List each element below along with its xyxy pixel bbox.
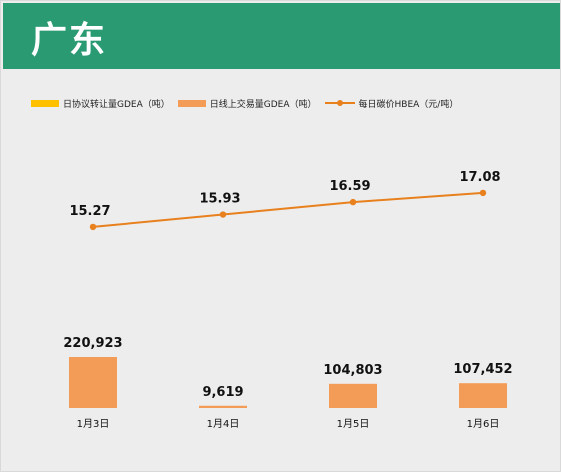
- price-value-label-2: 15.93: [199, 192, 240, 207]
- category-label-4: 1月6日: [467, 418, 500, 430]
- chart-legend: 日协议转让量GDEA（吨） 日线上交易量GDEA（吨） 每日碳价HBEA（元/吨…: [31, 95, 466, 111]
- bar-value-label-2: 9,619: [202, 385, 243, 400]
- bar-value-label-1: 220,923: [63, 336, 122, 351]
- legend-label-online: 日线上交易量GDEA（吨）: [209, 99, 317, 110]
- category-label-2: 1月4日: [207, 418, 240, 430]
- bar-value-label-4: 107,452: [453, 362, 512, 377]
- legend-swatch-price: [324, 99, 355, 107]
- price-point-1: [89, 223, 97, 231]
- legend-swatch-online: [177, 99, 206, 107]
- price-point-4: [479, 189, 487, 197]
- category-label-1: 1月3日: [77, 418, 110, 430]
- price-value-label-1: 15.27: [69, 204, 110, 219]
- price-point-3: [349, 198, 357, 206]
- legend-item-price: 每日碳价HBEA（元/吨）: [324, 97, 459, 110]
- price-line: [92, 191, 484, 228]
- bar-online-2: [199, 405, 247, 408]
- legend-label-agreement: 日协议转让量GDEA（吨）: [63, 99, 170, 110]
- legend-swatch-agreement: [31, 99, 59, 107]
- legend-item-online: 日线上交易量GDEA（吨）: [177, 97, 317, 110]
- legend-label-price: 每日碳价HBEA（元/吨）: [358, 99, 459, 110]
- page-title: 广东: [31, 20, 108, 61]
- price-point-2: [219, 211, 227, 218]
- bar-online-1: [69, 357, 117, 408]
- bar-value-label-3: 104,803: [323, 363, 382, 378]
- header-banner: 广东: [3, 3, 560, 69]
- category-label-3: 1月5日: [337, 418, 370, 430]
- legend-item-agreement: 日协议转让量GDEA（吨）: [31, 97, 170, 110]
- bar-online-3: [329, 383, 377, 408]
- price-value-label-3: 16.59: [329, 179, 370, 194]
- price-value-label-4: 17.08: [459, 170, 500, 185]
- bar-online-4: [459, 383, 507, 408]
